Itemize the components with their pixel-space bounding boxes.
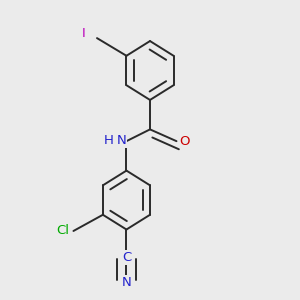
- Text: N: N: [116, 134, 126, 147]
- Text: Cl: Cl: [56, 224, 69, 238]
- Text: N: N: [122, 276, 131, 289]
- Text: H: H: [103, 134, 113, 147]
- Text: C: C: [122, 251, 131, 264]
- Text: O: O: [179, 135, 190, 148]
- Text: I: I: [82, 27, 85, 40]
